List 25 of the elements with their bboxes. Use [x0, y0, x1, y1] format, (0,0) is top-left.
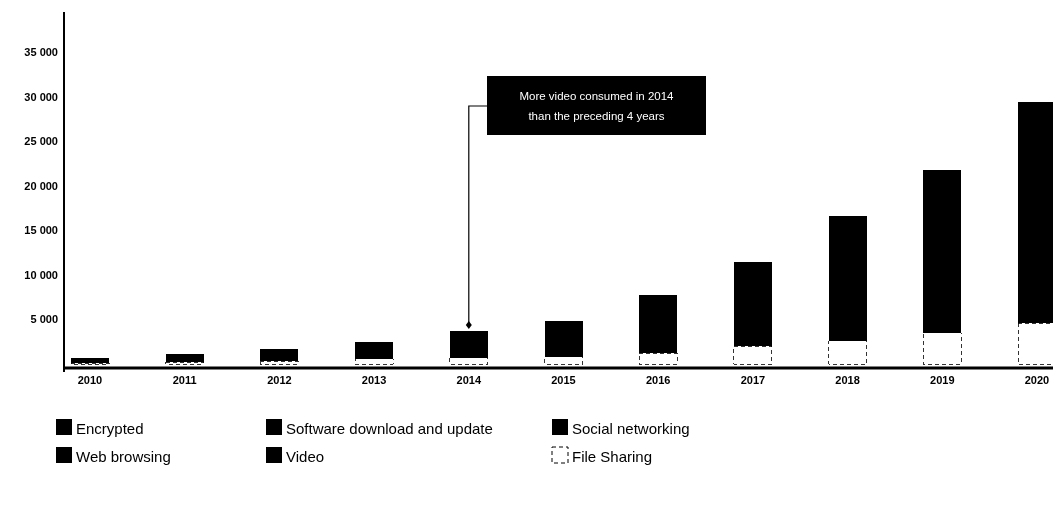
y-tick-label: 20 000 — [24, 179, 58, 192]
x-tick-label: 2020 — [1024, 374, 1050, 386]
x-tick-label: 2018 — [835, 374, 860, 386]
x-tick-label: 2017 — [740, 374, 766, 386]
legend-label: Encrypted — [76, 420, 144, 437]
x-tick-label: 2010 — [77, 374, 103, 386]
x-tick-label: 2011 — [172, 374, 197, 386]
x-tick-label: 2015 — [551, 374, 576, 386]
y-tick-label: 25 000 — [24, 135, 58, 148]
x-tick-label: 2012 — [267, 374, 292, 386]
x-tick-label: 2013 — [361, 374, 387, 386]
legend-label: Web browsing — [76, 448, 171, 465]
y-tick-label: 15 000 — [24, 224, 58, 237]
legend-label: Social networking — [572, 420, 690, 437]
y-tick-label: 5 000 — [30, 313, 58, 326]
y-tick-label: 35 000 — [24, 46, 58, 59]
legend-label: Software download and update — [286, 420, 493, 437]
annotation: More video consumed in 2014 than the preceding 4 years — [519, 90, 675, 122]
legend-label: Video — [286, 448, 325, 465]
y-tick-label: 30 000 — [24, 90, 58, 103]
x-tick-label: 2016 — [645, 374, 671, 386]
x-tick-label: 2014 — [456, 374, 482, 386]
legend-label: File Sharing — [572, 448, 653, 465]
x-tick-label: 2019 — [930, 374, 955, 386]
y-tick-label: 10 000 — [24, 268, 58, 281]
